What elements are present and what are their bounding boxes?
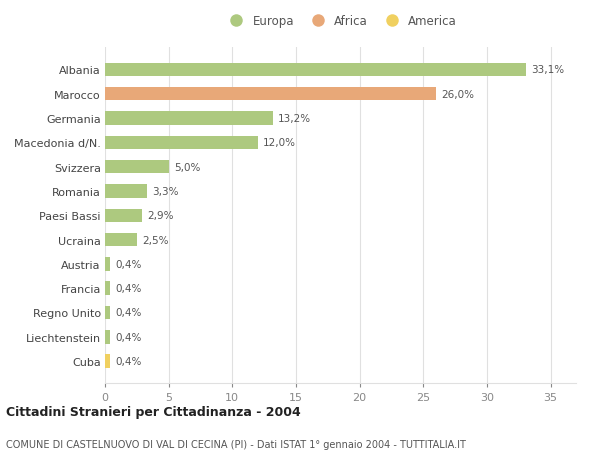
Bar bbox=[105, 161, 169, 174]
Bar bbox=[105, 209, 142, 223]
Text: Cittadini Stranieri per Cittadinanza - 2004: Cittadini Stranieri per Cittadinanza - 2… bbox=[6, 405, 301, 419]
Text: 0,4%: 0,4% bbox=[115, 284, 142, 294]
Bar bbox=[105, 282, 110, 295]
Text: 26,0%: 26,0% bbox=[441, 90, 474, 99]
Bar bbox=[105, 136, 258, 150]
Text: 2,9%: 2,9% bbox=[147, 211, 173, 221]
Text: 0,4%: 0,4% bbox=[115, 356, 142, 366]
Bar bbox=[105, 88, 436, 101]
Bar bbox=[105, 112, 273, 125]
Bar bbox=[105, 185, 147, 198]
Text: COMUNE DI CASTELNUOVO DI VAL DI CECINA (PI) - Dati ISTAT 1° gennaio 2004 - TUTTI: COMUNE DI CASTELNUOVO DI VAL DI CECINA (… bbox=[6, 440, 466, 449]
Bar bbox=[105, 330, 110, 344]
Bar bbox=[105, 355, 110, 368]
Text: 5,0%: 5,0% bbox=[174, 162, 200, 172]
Bar bbox=[105, 306, 110, 319]
Text: 33,1%: 33,1% bbox=[532, 65, 565, 75]
Bar bbox=[105, 257, 110, 271]
Text: 3,3%: 3,3% bbox=[152, 186, 179, 196]
Text: 12,0%: 12,0% bbox=[263, 138, 296, 148]
Text: 0,4%: 0,4% bbox=[115, 332, 142, 342]
Text: 13,2%: 13,2% bbox=[278, 114, 311, 123]
Bar bbox=[105, 233, 137, 246]
Text: 2,5%: 2,5% bbox=[142, 235, 169, 245]
Text: 0,4%: 0,4% bbox=[115, 259, 142, 269]
Bar bbox=[105, 63, 526, 77]
Legend: Europa, Africa, America: Europa, Africa, America bbox=[220, 11, 461, 33]
Text: 0,4%: 0,4% bbox=[115, 308, 142, 318]
